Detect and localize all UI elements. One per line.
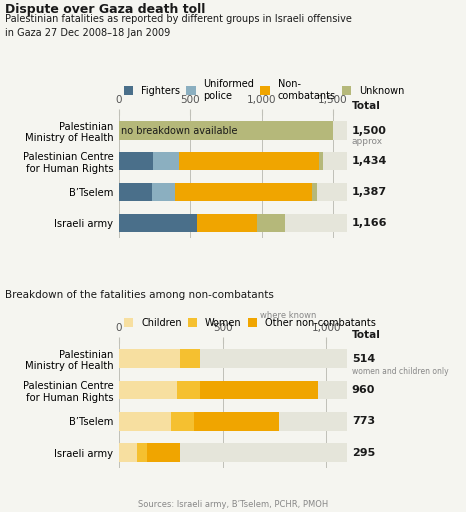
Bar [119, 121, 347, 140]
Bar [119, 349, 347, 368]
Text: approx: approx [352, 137, 383, 146]
Bar [152, 183, 175, 201]
Bar [180, 349, 200, 368]
Bar [200, 381, 318, 399]
Bar [119, 183, 152, 201]
Text: Palestinian fatalities as reported by different groups in Israeli offensive
in G: Palestinian fatalities as reported by di… [5, 14, 351, 37]
Legend: Children, Women, Other non-combatants: Children, Women, Other non-combatants [123, 318, 376, 328]
Bar [119, 381, 347, 399]
Bar [119, 443, 347, 462]
Bar [153, 152, 179, 170]
Bar [137, 443, 147, 462]
Bar [119, 152, 347, 170]
Bar [257, 214, 285, 232]
Bar [197, 214, 257, 232]
Bar [179, 152, 319, 170]
Bar [194, 412, 279, 431]
Bar [119, 443, 137, 462]
Legend: Fighters, Uniformed
police, Non-
combatants, Unknown: Fighters, Uniformed police, Non- combata… [123, 79, 404, 100]
Bar [119, 412, 171, 431]
Bar [119, 214, 347, 232]
Bar [312, 183, 317, 201]
Text: Total: Total [352, 330, 381, 340]
Text: Breakdown of the fatalities among non-combatants: Breakdown of the fatalities among non-co… [5, 289, 274, 300]
Bar [147, 443, 180, 462]
Text: 1,387: 1,387 [352, 187, 387, 197]
Text: Sources: Israeli army, B’Tselem, PCHR, PMOH: Sources: Israeli army, B’Tselem, PCHR, P… [138, 500, 328, 509]
Text: women and children only: women and children only [352, 367, 448, 376]
Text: 514: 514 [352, 354, 375, 364]
Bar [119, 121, 333, 140]
Bar [319, 152, 323, 170]
Bar [119, 183, 347, 201]
Text: 773: 773 [352, 416, 375, 426]
Bar [119, 412, 347, 431]
Text: Dispute over Gaza death toll: Dispute over Gaza death toll [5, 3, 205, 15]
Bar [119, 152, 153, 170]
Text: where known: where known [260, 311, 317, 320]
Text: 295: 295 [352, 448, 375, 458]
Text: 1,500: 1,500 [352, 125, 387, 136]
Text: no breakdown available: no breakdown available [121, 125, 238, 136]
Bar [177, 381, 200, 399]
Text: 960: 960 [352, 385, 375, 395]
Bar [119, 214, 197, 232]
Bar [119, 349, 180, 368]
Bar [175, 183, 312, 201]
Text: 1,166: 1,166 [352, 218, 387, 228]
Bar [119, 381, 177, 399]
Text: Total: Total [352, 101, 381, 111]
Bar [171, 412, 194, 431]
Text: 1,434: 1,434 [352, 156, 387, 166]
